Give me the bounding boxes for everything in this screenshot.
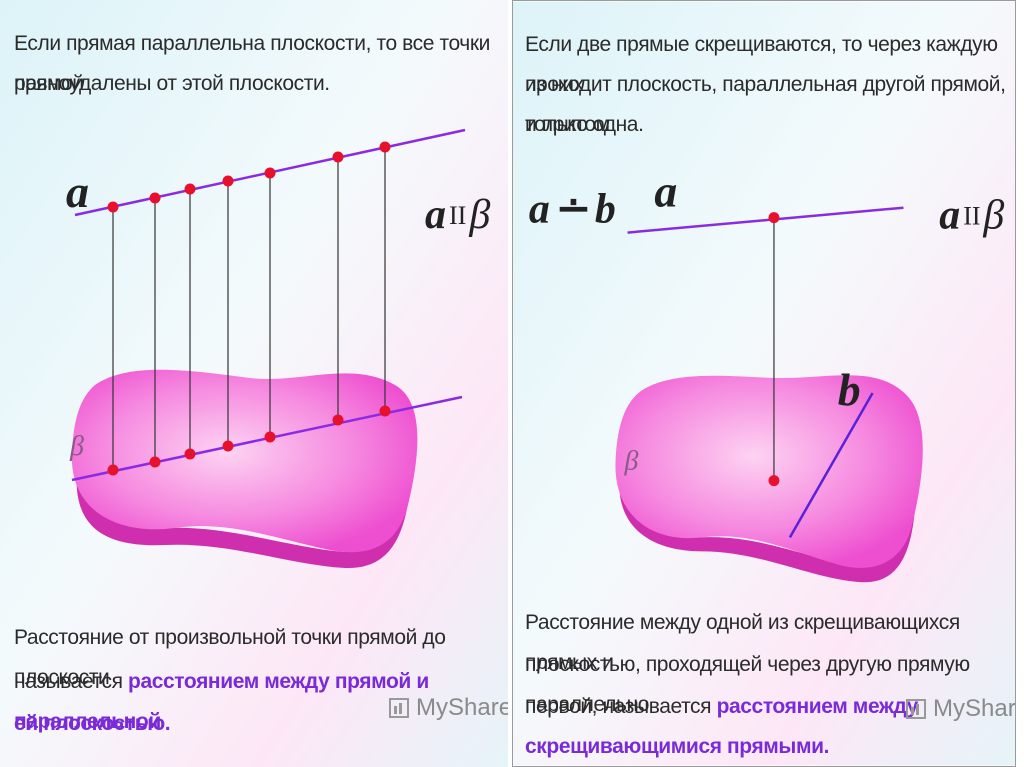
left-theorem-line-1: Если прямая параллельна плоскости, то вс… <box>14 32 490 95</box>
watermark-left: MyShared <box>388 694 508 722</box>
highlight-term: расстоянием между прямой и параллельной <box>14 670 429 733</box>
right-theorem-line-2: проходит плоскость, параллельная другой … <box>525 73 1006 136</box>
plane-beta-edge <box>76 425 412 569</box>
highlight-term: расстоянием между <box>716 695 919 718</box>
relation-parallel: a IIβ <box>939 193 1004 239</box>
watermark-text: MyShared <box>933 695 1016 722</box>
plane-label-beta: β <box>69 431 84 462</box>
right-definition-line-2: плоскостью, проходящей через другую прям… <box>525 653 970 716</box>
projection-point <box>768 475 780 487</box>
line-label-a: a <box>66 166 89 217</box>
points-on-projection <box>107 405 391 476</box>
watermark-right: MyShared <box>905 695 1016 723</box>
plane-label-beta: β <box>624 446 639 477</box>
right-definition-line-3: первой, называется расстоянием между <box>525 695 919 718</box>
left-slide: β a a IIβ <box>0 0 508 767</box>
point-on-a <box>768 212 780 224</box>
right-definition-line-1: Расстояние между одной из скрещивающихся… <box>525 611 960 674</box>
watermark-text: MyShared <box>416 694 508 721</box>
myshared-logo-icon <box>389 698 409 718</box>
skew-relation: a ∸b <box>529 187 616 233</box>
left-background: β a a IIβ <box>0 0 508 767</box>
points-on-a <box>107 141 391 213</box>
right-theorem-line-1: Если две прямые скрещиваются, то через к… <box>525 33 998 96</box>
left-theorem-line-2: равноудалены от этой плоскости. <box>14 72 330 95</box>
right-definition-line-4: скрещивающимися прямыми. <box>525 735 830 758</box>
plane-beta <box>71 369 418 553</box>
plane-beta-edge <box>619 454 917 583</box>
right-slide: β a b a ∸b a IIβ Если две прямые скрещиваю… <box>512 0 1016 767</box>
line-a <box>627 206 904 234</box>
plane-beta <box>615 375 923 568</box>
line-label-b: b <box>838 364 861 415</box>
left-definition-line-1: Расстояние от произвольной точки прямой … <box>14 626 446 689</box>
line-b <box>788 392 874 539</box>
left-definition-line-2: называется расстоянием между прямой и па… <box>14 670 429 733</box>
right-background: β a b a ∸b a IIβ <box>513 1 1015 766</box>
line-label-a: a <box>654 166 677 217</box>
myshared-logo-icon <box>906 699 926 719</box>
perpendiculars <box>112 147 386 470</box>
relation-parallel: a IIβ <box>425 192 490 238</box>
left-definition-line-3: ей плоскостью. <box>14 712 171 735</box>
right-theorem-line-3: только одна. <box>525 113 644 136</box>
